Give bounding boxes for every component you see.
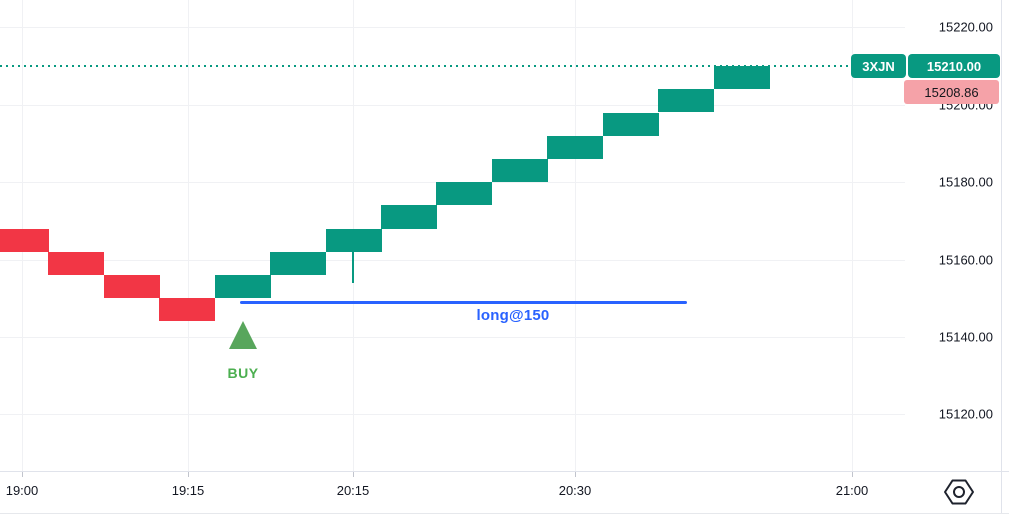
hexagon-circle-icon — [944, 479, 974, 505]
price-axis-label: 15160.00 — [938, 252, 993, 268]
gridline-horizontal — [0, 27, 905, 29]
gridline-horizontal — [0, 104, 905, 106]
renko-brick-down — [48, 251, 105, 275]
gridline-horizontal — [0, 259, 905, 261]
renko-brick-up — [658, 89, 715, 113]
time-axis-label: 20:30 — [558, 483, 592, 498]
renko-brick-up — [270, 251, 327, 275]
gridline-vertical — [575, 0, 576, 471]
entry-line-label[interactable]: long@150 — [476, 307, 550, 324]
renko-brick-up — [214, 275, 271, 299]
renko-brick-up — [602, 112, 659, 136]
renko-brick-up — [436, 182, 493, 206]
symbol-badge: 3XJN — [851, 54, 906, 78]
gridline-horizontal — [0, 337, 905, 338]
time-axis-label: 19:00 — [5, 483, 39, 498]
renko-brick-up — [547, 135, 604, 159]
time-axis-tick — [22, 472, 23, 477]
price-axis[interactable]: 15220.00 15200.00 15180.00 15160.00 15140.00… — [905, 0, 1001, 471]
gridline-vertical — [852, 0, 853, 471]
time-axis-tick — [852, 472, 853, 477]
brick-wick — [352, 251, 355, 283]
buy-triangle-marker — [229, 321, 257, 349]
secondary-price-badge: 15208.86 — [904, 80, 999, 104]
renko-brick-down — [159, 298, 216, 322]
renko-brick-up — [325, 228, 382, 252]
time-axis-tick — [353, 472, 354, 477]
time-axis-label: 19:15 — [171, 483, 205, 498]
price-axis-label: 15180.00 — [938, 174, 993, 190]
time-axis[interactable]: 19:00 19:15 20:15 20:30 21:00 — [0, 471, 1009, 518]
renko-brick-up — [713, 66, 770, 90]
renko-brick-down — [0, 228, 50, 252]
gridline-horizontal — [0, 414, 905, 416]
time-axis-label: 21:00 — [835, 483, 869, 498]
current-price-dotted-line — [0, 65, 851, 67]
buy-marker-label: BUY — [227, 365, 259, 381]
long-position-entry-line[interactable] — [240, 301, 687, 304]
renko-brick-down — [103, 275, 160, 299]
chart-pane[interactable] — [0, 0, 905, 471]
time-axis-tick — [188, 472, 189, 477]
gridline-vertical — [188, 0, 189, 471]
time-axis-label: 20:15 — [336, 483, 370, 498]
bottom-divider — [0, 513, 1009, 514]
price-axis-right-divider — [1001, 0, 1002, 513]
hexagon-circle-icon-button[interactable] — [941, 476, 977, 508]
last-price-badge: 15210.00 — [908, 54, 1000, 78]
time-axis-tick — [575, 472, 576, 477]
renko-brick-up — [380, 205, 437, 229]
price-axis-label: 15220.00 — [938, 19, 993, 35]
price-axis-label: 15120.00 — [938, 406, 993, 422]
price-axis-label: 15140.00 — [938, 329, 993, 345]
renko-brick-up — [491, 158, 548, 183]
